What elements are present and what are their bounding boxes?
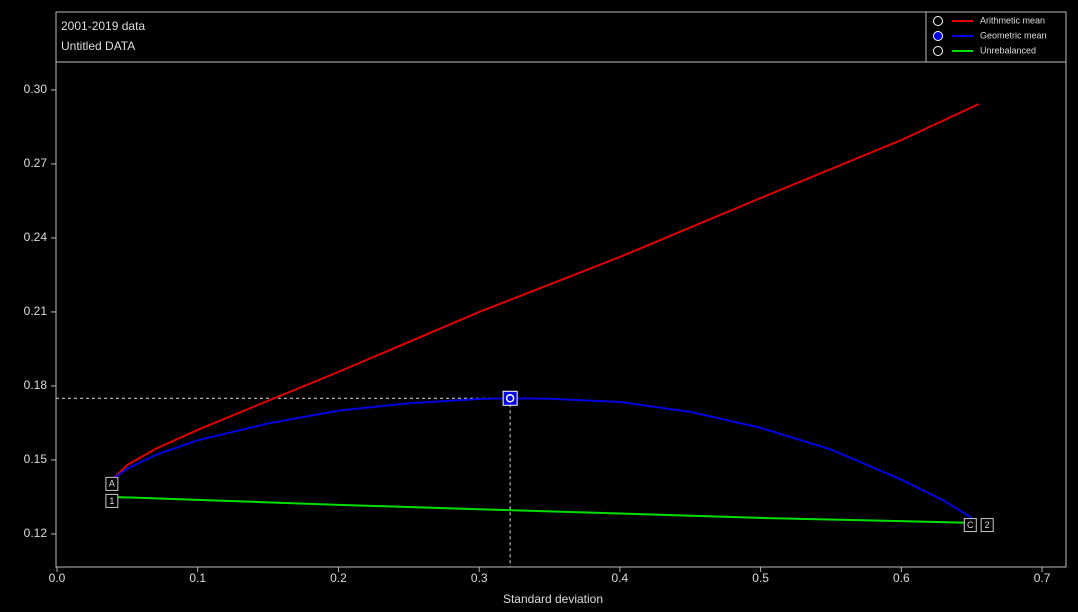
y-tick-label: 0.27 (24, 156, 48, 170)
annotation-box (963, 518, 977, 533)
legend-label: Arithmetic mean (980, 15, 1045, 25)
x-tick-label: 0.1 (189, 571, 206, 585)
annotation-label: 2 (985, 520, 990, 530)
x-tick-label: 0.0 (49, 571, 66, 585)
legend-label: Unrebalanced (980, 45, 1036, 55)
annotation-label: C (967, 520, 974, 530)
y-tick-label: 0.24 (24, 230, 48, 244)
highlight-point (505, 394, 515, 403)
annotation-box (105, 493, 119, 508)
y-tick-label: 0.18 (24, 378, 48, 392)
legend-marker (933, 46, 943, 56)
annotation-box (105, 476, 119, 491)
legend-marker (933, 31, 943, 41)
y-tick-label: 0.21 (24, 304, 48, 318)
series-line (113, 495, 972, 524)
y-tick-label: 0.30 (24, 82, 48, 96)
y-tick-label: 0.15 (24, 452, 48, 466)
legend-label: Geometric mean (980, 30, 1047, 40)
header-box (55, 11, 1067, 63)
legend-box (925, 11, 1067, 63)
annotation-label: 1 (109, 496, 114, 506)
series-line (112, 103, 980, 480)
x-tick-label: 0.6 (893, 571, 910, 585)
x-axis-label: Standard deviation (503, 592, 603, 606)
annotation-box (980, 518, 994, 533)
x-tick-label: 0.2 (330, 571, 347, 585)
annotation-label: A (109, 479, 115, 489)
x-tick-label: 0.4 (612, 571, 629, 585)
chart-subtitle: Untitled DATA (61, 39, 135, 53)
y-tick-label: 0.12 (24, 526, 48, 540)
legend-marker (933, 16, 943, 26)
chart-title: 2001-2019 data (61, 19, 145, 33)
x-tick-label: 0.5 (752, 571, 769, 585)
x-tick-label: 0.3 (471, 571, 488, 585)
x-tick-label: 0.7 (1034, 571, 1051, 585)
